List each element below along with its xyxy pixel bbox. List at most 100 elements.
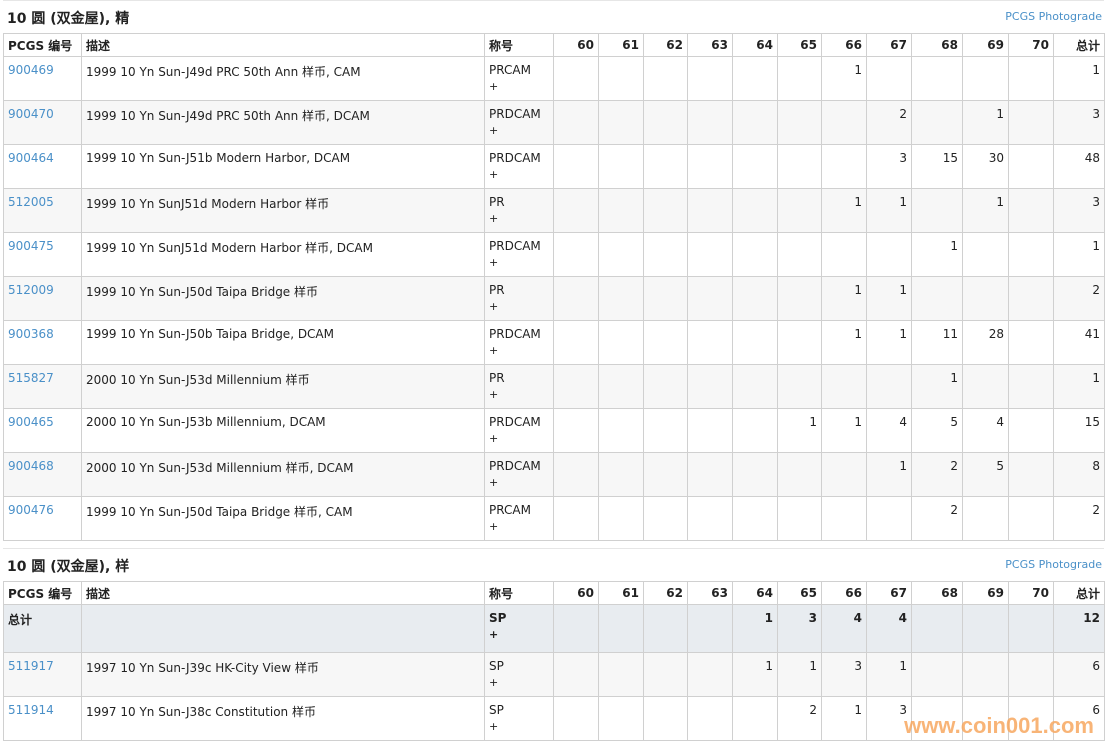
pcgs-number-link[interactable]: 900464 — [8, 151, 54, 165]
grade-count — [553, 408, 599, 453]
grade-count — [687, 696, 733, 741]
pcgs-number-link[interactable]: 511914 — [8, 703, 54, 717]
section-title: 10 圆 (双金屋), 样 — [7, 559, 130, 575]
grade-count — [687, 320, 733, 365]
grade-count: 1 — [821, 276, 867, 321]
description: 1999 10 Yn SunJ51d Modern Harbor 样币 — [81, 188, 485, 233]
photograde-link[interactable]: PCGS Photograde — [1005, 558, 1102, 571]
grade-count — [777, 100, 822, 145]
grade-count: 2 — [777, 696, 822, 741]
grade-count — [821, 232, 867, 277]
pcgs-number-link[interactable]: 900470 — [8, 107, 54, 121]
grade-count: 1 — [866, 452, 912, 497]
grade-count — [1008, 604, 1054, 653]
grade-count — [732, 320, 778, 365]
pcgs-number-link[interactable]: 900368 — [8, 327, 54, 341]
grade-count — [777, 144, 822, 189]
col-grade: 66 — [821, 581, 867, 605]
grade-count — [732, 100, 778, 145]
grade-count — [643, 408, 688, 453]
grade-count — [553, 696, 599, 741]
grade-count — [777, 496, 822, 541]
grade-count — [911, 604, 963, 653]
col-desc: 描述 — [81, 581, 485, 605]
grade-count — [553, 364, 599, 409]
pcgs-number-link[interactable]: 900476 — [8, 503, 54, 517]
description: 1997 10 Yn Sun-J39c HK-City View 样币 — [81, 652, 485, 697]
col-grade: 64 — [732, 581, 778, 605]
col-grade: 62 — [643, 33, 688, 57]
table-row: 511917 1997 10 Yn Sun-J39c HK-City View … — [3, 652, 1105, 697]
pcgs-number-link[interactable]: 900468 — [8, 459, 54, 473]
total-count: 48 — [1053, 144, 1105, 189]
photograde-link[interactable]: PCGS Photograde — [1005, 10, 1102, 23]
grade-count — [687, 232, 733, 277]
grade-count: 1 — [962, 100, 1009, 145]
grade-count: 1 — [866, 188, 912, 233]
table-row: 515827 2000 10 Yn Sun-J53d Millennium 样币… — [3, 364, 1105, 409]
grade-count — [598, 364, 644, 409]
table-row: 511914 1997 10 Yn Sun-J38c Constitution … — [3, 696, 1105, 741]
grade-count — [1008, 452, 1054, 497]
grade-count — [962, 56, 1009, 101]
designation: PRDCAM + — [484, 232, 554, 277]
grade-count: 1 — [777, 652, 822, 697]
designation: SP + — [484, 604, 554, 653]
description: 1999 10 Yn Sun-J50d Taipa Bridge 样币 — [81, 276, 485, 321]
col-grade: 69 — [962, 581, 1009, 605]
grade-count — [911, 276, 963, 321]
pcgs-number-link[interactable]: 512009 — [8, 283, 54, 297]
grade-count — [598, 696, 644, 741]
grade-count — [643, 56, 688, 101]
grade-count — [1008, 188, 1054, 233]
population-table: PCGS 编号 描述 称号 60 61 62 63 64 65 66 67 68 69 70 总计 … — [3, 581, 1105, 741]
grade-count — [643, 604, 688, 653]
total-count: 41 — [1053, 320, 1105, 365]
total-count: 1 — [1053, 364, 1105, 409]
grade-count — [643, 320, 688, 365]
pcgs-number-link[interactable]: 511917 — [8, 659, 54, 673]
grade-count: 4 — [866, 408, 912, 453]
col-grade: 65 — [777, 581, 822, 605]
grade-count — [687, 652, 733, 697]
description: 2000 10 Yn Sun-J53d Millennium 样币, DCAM — [81, 452, 485, 497]
grade-count — [911, 56, 963, 101]
col-grade: 70 — [1008, 581, 1054, 605]
grade-count — [643, 100, 688, 145]
grade-count — [553, 188, 599, 233]
grade-count — [962, 496, 1009, 541]
grade-count: 30 — [962, 144, 1009, 189]
pcgs-number-link[interactable]: 512005 — [8, 195, 54, 209]
total-count: 2 — [1053, 276, 1105, 321]
col-desig: 称号 — [484, 581, 554, 605]
pcgs-number-link[interactable]: 900469 — [8, 63, 54, 77]
designation: PRDCAM + — [484, 144, 554, 189]
pcgs-number-link[interactable]: 900475 — [8, 239, 54, 253]
col-grade: 61 — [598, 581, 644, 605]
grade-count — [598, 188, 644, 233]
grade-count — [553, 232, 599, 277]
grade-count — [1008, 56, 1054, 101]
col-grade: 67 — [866, 33, 912, 57]
grade-count — [553, 276, 599, 321]
grade-count — [911, 188, 963, 233]
designation: PR + — [484, 188, 554, 233]
col-pcgs: PCGS 编号 — [3, 33, 82, 57]
col-desig: 称号 — [484, 33, 554, 57]
grade-count — [732, 232, 778, 277]
grade-count: 1 — [911, 364, 963, 409]
pcgs-number-link[interactable]: 515827 — [8, 371, 54, 385]
table-row: 900470 1999 10 Yn Sun-J49d PRC 50th Ann … — [3, 100, 1105, 145]
grade-count — [553, 320, 599, 365]
grade-count — [687, 188, 733, 233]
grade-count — [866, 364, 912, 409]
grade-count — [598, 452, 644, 497]
grade-count — [732, 496, 778, 541]
grade-count — [687, 496, 733, 541]
grade-count: 15 — [911, 144, 963, 189]
grade-count — [777, 320, 822, 365]
col-grade: 65 — [777, 33, 822, 57]
col-pcgs: PCGS 编号 — [3, 581, 82, 605]
grade-count: 1 — [821, 408, 867, 453]
pcgs-number-link[interactable]: 900465 — [8, 415, 54, 429]
